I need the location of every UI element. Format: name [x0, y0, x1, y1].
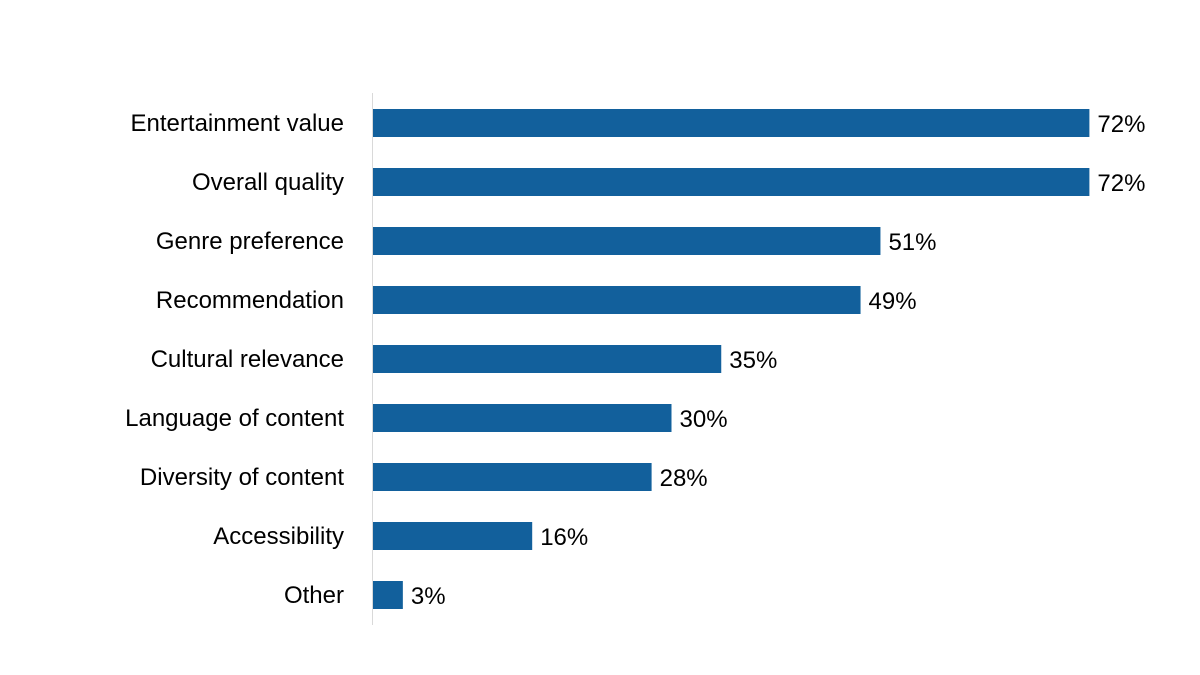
- data-label: 30%: [680, 406, 728, 433]
- category-label: Recommendation: [156, 287, 344, 314]
- category-label: Cultural relevance: [151, 346, 344, 373]
- bar: [373, 109, 1090, 137]
- bar: [373, 286, 861, 314]
- bar: [373, 227, 881, 255]
- bar: [373, 345, 722, 373]
- category-label: Accessibility: [213, 523, 344, 550]
- category-label: Diversity of content: [140, 464, 344, 491]
- data-label: 35%: [729, 347, 777, 374]
- data-label: 3%: [411, 583, 446, 610]
- bar: [373, 404, 672, 432]
- data-label: 51%: [888, 229, 936, 256]
- category-label: Entertainment value: [131, 110, 344, 137]
- data-label: 28%: [660, 465, 708, 492]
- category-label: Language of content: [125, 405, 344, 432]
- bar: [373, 168, 1090, 196]
- category-label: Overall quality: [192, 169, 344, 196]
- bar: [373, 581, 403, 609]
- data-label: 72%: [1097, 170, 1145, 197]
- bar: [373, 522, 533, 550]
- bar: [373, 463, 652, 491]
- category-label: Genre preference: [156, 228, 344, 255]
- category-label: Other: [284, 582, 344, 609]
- data-label: 49%: [869, 288, 917, 315]
- data-label: 72%: [1097, 111, 1145, 138]
- data-label: 16%: [540, 524, 588, 551]
